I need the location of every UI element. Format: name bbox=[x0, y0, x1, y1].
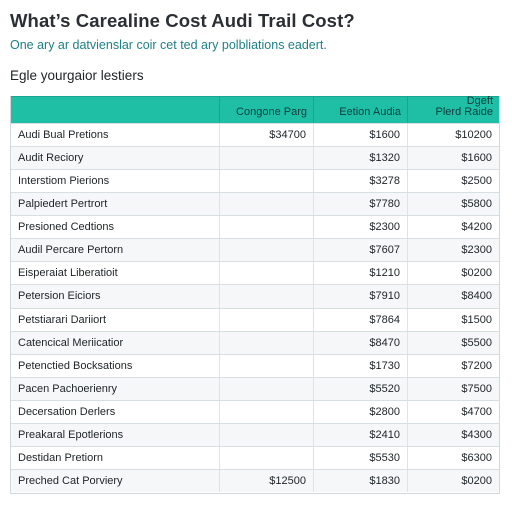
row-label-cell: Audil Percare Pertorn bbox=[18, 244, 124, 257]
value-cell bbox=[219, 308, 313, 331]
table-row: Audit Reciory $1320 $1600 bbox=[11, 146, 499, 170]
cost-table: Congone Parg Eetion Audia Dgeft Plerd Ra… bbox=[10, 95, 500, 494]
value-cell bbox=[219, 354, 313, 377]
table-row: Preched Cat Porviery $12500 $1830 $0200 bbox=[11, 468, 499, 492]
value-cell: $4700 bbox=[407, 400, 499, 423]
column-header bbox=[11, 97, 219, 123]
value-cell bbox=[219, 147, 313, 170]
value-cell: $10200 bbox=[407, 124, 499, 147]
value-cell: $8400 bbox=[407, 285, 499, 308]
value-cell: $4300 bbox=[407, 423, 499, 446]
value-cell bbox=[219, 193, 313, 216]
value-cell: $0200 bbox=[407, 469, 499, 492]
row-label-cell: Decersation Derlers bbox=[18, 405, 116, 418]
value-cell: $3278 bbox=[313, 170, 407, 193]
value-cell: $12500 bbox=[219, 469, 313, 492]
row-label-cell: Petenctied Bocksations bbox=[18, 359, 133, 372]
table-row: Audi Bual Pretions $34700 $1600 $10200 bbox=[11, 123, 499, 147]
value-cell bbox=[219, 400, 313, 423]
column-header: Dgeft Plerd Raide bbox=[407, 95, 499, 123]
row-label-cell: Eisperaiat Liberatioit bbox=[18, 267, 118, 280]
table-row: Presioned Cedtions $2300 $4200 bbox=[11, 215, 499, 239]
table-row: Pacen Pachoerienry $5520 $7500 bbox=[11, 376, 499, 400]
table-row: Preakaral Epotlerions $2410 $4300 bbox=[11, 422, 499, 446]
value-cell bbox=[219, 262, 313, 285]
value-cell: $7500 bbox=[407, 377, 499, 400]
row-label-cell: Interstiom Pierions bbox=[18, 175, 110, 188]
value-cell: $2800 bbox=[313, 400, 407, 423]
value-cell: $7910 bbox=[313, 285, 407, 308]
page-title: What’s Carealine Cost Audi Trail Cost? bbox=[10, 10, 355, 31]
row-label-cell: Preakaral Epotlerions bbox=[18, 428, 124, 441]
row-label-cell: Preched Cat Porviery bbox=[18, 474, 123, 487]
value-cell: $1600 bbox=[313, 124, 407, 147]
value-cell: $5800 bbox=[407, 193, 499, 216]
value-cell: $1320 bbox=[313, 147, 407, 170]
value-cell: $8470 bbox=[313, 331, 407, 354]
table-row: Destidan Pretiorn $5530 $6300 bbox=[11, 445, 499, 469]
value-cell: $7200 bbox=[407, 354, 499, 377]
table-row: Interstiom Pierions $3278 $2500 bbox=[11, 169, 499, 193]
table-row: Petenctied Bocksations $1730 $7200 bbox=[11, 353, 499, 377]
table-row: Eisperaiat Liberatioit $1210 $0200 bbox=[11, 261, 499, 285]
value-cell: $7607 bbox=[313, 239, 407, 262]
value-cell: $2410 bbox=[313, 423, 407, 446]
row-label-cell: Presioned Cedtions bbox=[18, 221, 115, 234]
value-cell: $1210 bbox=[313, 262, 407, 285]
column-header: Congone Parg bbox=[219, 97, 313, 123]
value-cell bbox=[219, 331, 313, 354]
value-cell: $1600 bbox=[407, 147, 499, 170]
row-label-cell: Destidan Pretiorn bbox=[18, 451, 103, 464]
row-label-cell: Pacen Pachoerienry bbox=[18, 382, 118, 395]
table-row: Petstiarari Dariiort $7864 $1500 bbox=[11, 307, 499, 331]
value-cell: $2500 bbox=[407, 170, 499, 193]
value-cell: $5500 bbox=[407, 331, 499, 354]
value-cell: $6300 bbox=[407, 446, 499, 469]
row-label-cell: Petersion Eiciors bbox=[18, 290, 101, 303]
value-cell: $1500 bbox=[407, 308, 499, 331]
value-cell: $1830 bbox=[313, 469, 407, 492]
value-cell: $4200 bbox=[407, 216, 499, 239]
value-cell bbox=[219, 423, 313, 446]
table-row: Palpiedert Pertrort $7780 $5800 bbox=[11, 192, 499, 216]
value-cell bbox=[219, 239, 313, 262]
row-label-cell: Petstiarari Dariiort bbox=[18, 313, 107, 326]
value-cell bbox=[219, 377, 313, 400]
row-label-cell: Catencical Meriicatior bbox=[18, 336, 124, 349]
value-cell bbox=[219, 170, 313, 193]
value-cell: $5520 bbox=[313, 377, 407, 400]
value-cell: $1730 bbox=[313, 354, 407, 377]
value-cell: $2300 bbox=[407, 239, 499, 262]
table-header-row: Congone Parg Eetion Audia Dgeft Plerd Ra… bbox=[11, 95, 499, 123]
row-label-cell: Palpiedert Pertrort bbox=[18, 198, 108, 211]
table-row: Petersion Eiciors $7910 $8400 bbox=[11, 284, 499, 308]
value-cell: $2300 bbox=[313, 216, 407, 239]
row-label-cell: Audi Bual Pretions bbox=[18, 129, 109, 142]
value-cell bbox=[219, 216, 313, 239]
table-row: Catencical Meriicatior $8470 $5500 bbox=[11, 330, 499, 354]
table-row: Decersation Derlers $2800 $4700 bbox=[11, 399, 499, 423]
column-header: Eetion Audia bbox=[313, 97, 407, 123]
value-cell bbox=[219, 446, 313, 469]
value-cell: $5530 bbox=[313, 446, 407, 469]
table-row: Audil Percare Pertorn $7607 $2300 bbox=[11, 238, 499, 262]
value-cell: $0200 bbox=[407, 262, 499, 285]
table-body: Audi Bual Pretions $34700 $1600 $10200 Audit… bbox=[11, 123, 499, 492]
value-cell: $7864 bbox=[313, 308, 407, 331]
value-cell: $7780 bbox=[313, 193, 407, 216]
row-label-cell: Audit Reciory bbox=[18, 152, 84, 165]
page-subtitle: One ary ar datvienslar coir cet ted ary … bbox=[10, 38, 327, 52]
value-cell bbox=[219, 285, 313, 308]
value-cell: $34700 bbox=[219, 124, 313, 147]
section-heading: Egle yourgaior lestiers bbox=[10, 68, 144, 83]
